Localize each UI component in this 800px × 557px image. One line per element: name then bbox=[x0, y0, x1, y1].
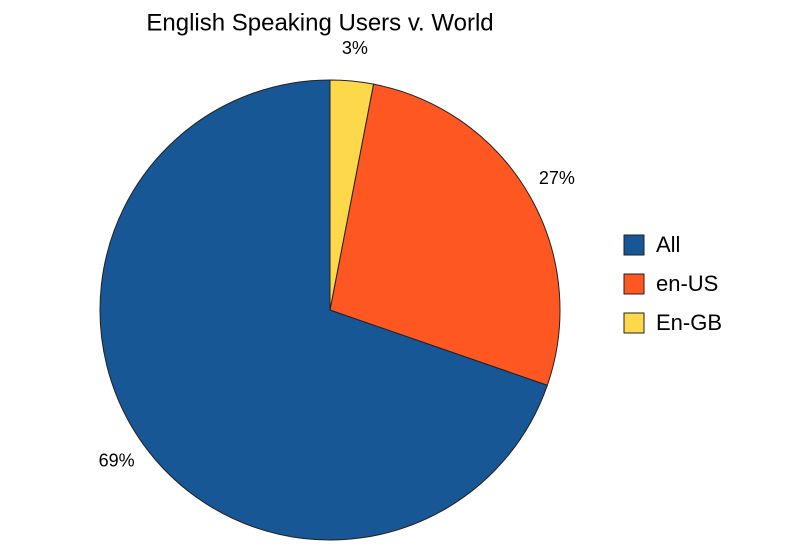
legend-label: En-GB bbox=[656, 310, 722, 335]
legend-swatch bbox=[623, 273, 645, 295]
legend-swatch bbox=[623, 312, 645, 334]
legend-swatch bbox=[623, 234, 645, 256]
chart-title: English Speaking Users v. World bbox=[146, 9, 493, 36]
legend-label: All bbox=[656, 232, 680, 257]
legend-label: en-US bbox=[656, 271, 718, 296]
slice-label: 3% bbox=[342, 38, 368, 58]
slice-label: 69% bbox=[99, 451, 135, 471]
pie-slice bbox=[99, 79, 548, 541]
slice-label: 27% bbox=[539, 168, 575, 188]
pie-slice bbox=[329, 83, 561, 386]
pie-slice bbox=[329, 79, 375, 311]
